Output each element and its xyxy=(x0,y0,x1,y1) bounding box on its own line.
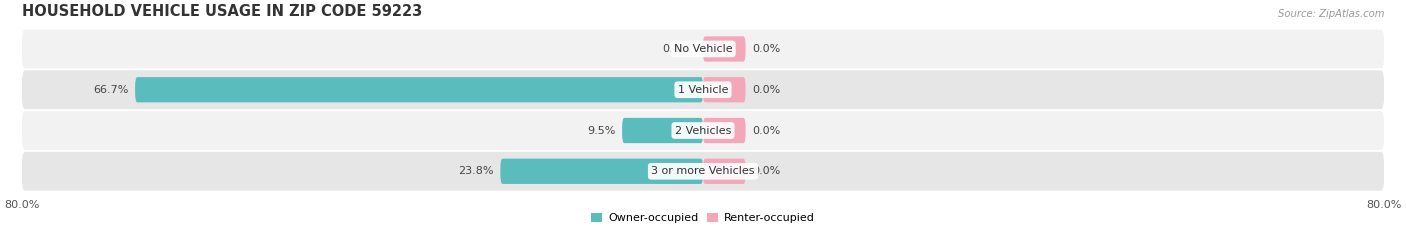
Legend: Owner-occupied, Renter-occupied: Owner-occupied, Renter-occupied xyxy=(586,208,820,228)
FancyBboxPatch shape xyxy=(703,118,745,143)
FancyBboxPatch shape xyxy=(703,36,745,62)
Text: HOUSEHOLD VEHICLE USAGE IN ZIP CODE 59223: HOUSEHOLD VEHICLE USAGE IN ZIP CODE 5922… xyxy=(22,4,422,19)
FancyBboxPatch shape xyxy=(22,70,1384,109)
FancyBboxPatch shape xyxy=(703,159,745,184)
Text: 0.0%: 0.0% xyxy=(752,44,780,54)
Text: No Vehicle: No Vehicle xyxy=(673,44,733,54)
Text: 3 or more Vehicles: 3 or more Vehicles xyxy=(651,166,755,176)
FancyBboxPatch shape xyxy=(703,77,745,102)
Text: 0.0%: 0.0% xyxy=(752,125,780,135)
Text: Source: ZipAtlas.com: Source: ZipAtlas.com xyxy=(1278,9,1385,19)
Text: 1 Vehicle: 1 Vehicle xyxy=(678,85,728,95)
FancyBboxPatch shape xyxy=(501,159,703,184)
Text: 2 Vehicles: 2 Vehicles xyxy=(675,125,731,135)
FancyBboxPatch shape xyxy=(22,29,1384,68)
Text: 9.5%: 9.5% xyxy=(586,125,616,135)
Text: 0.0%: 0.0% xyxy=(752,166,780,176)
FancyBboxPatch shape xyxy=(22,152,1384,191)
FancyBboxPatch shape xyxy=(135,77,703,102)
Text: 23.8%: 23.8% xyxy=(458,166,494,176)
Text: 66.7%: 66.7% xyxy=(93,85,128,95)
Text: 0.0%: 0.0% xyxy=(752,85,780,95)
FancyBboxPatch shape xyxy=(621,118,703,143)
FancyBboxPatch shape xyxy=(22,111,1384,150)
Text: 0.0%: 0.0% xyxy=(662,44,690,54)
